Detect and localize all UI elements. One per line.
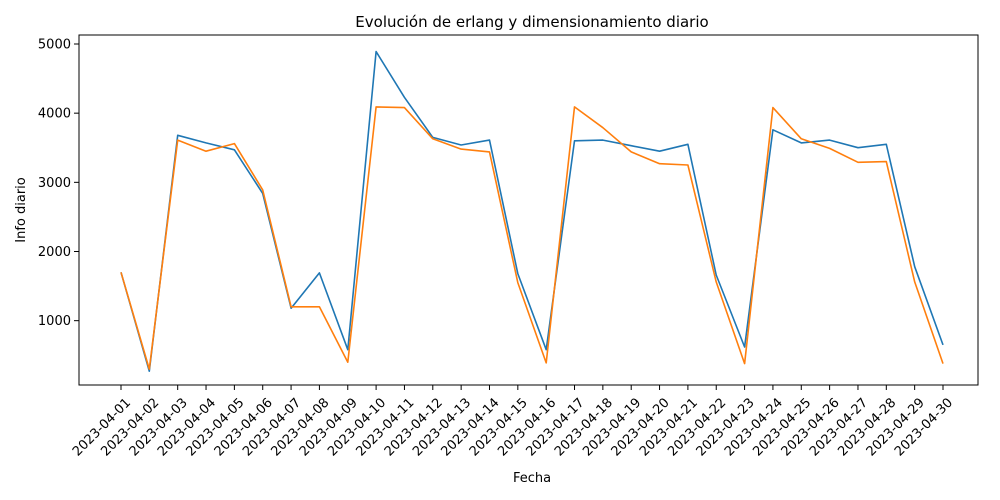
y-tick-label: 1000 bbox=[38, 314, 71, 329]
chart-title: Evolución de erlang y dimensionamiento d… bbox=[355, 13, 708, 31]
series-layer bbox=[120, 50, 944, 373]
plot-area-frame bbox=[78, 34, 979, 386]
y-axis: 1000 2000 3000 4000 5000 bbox=[38, 37, 79, 329]
x-axis-label: Fecha bbox=[513, 471, 551, 486]
y-tick-label: 4000 bbox=[38, 107, 71, 122]
y-tick-label: 3000 bbox=[38, 176, 71, 191]
y-tick-label: 2000 bbox=[38, 245, 71, 260]
series-line-1 bbox=[120, 50, 944, 373]
x-axis: 2023-04-012023-04-022023-04-032023-04-04… bbox=[70, 385, 956, 459]
series-line-2 bbox=[120, 106, 944, 370]
y-tick-label: 5000 bbox=[38, 37, 71, 52]
y-axis-label: Info diario bbox=[14, 177, 29, 243]
